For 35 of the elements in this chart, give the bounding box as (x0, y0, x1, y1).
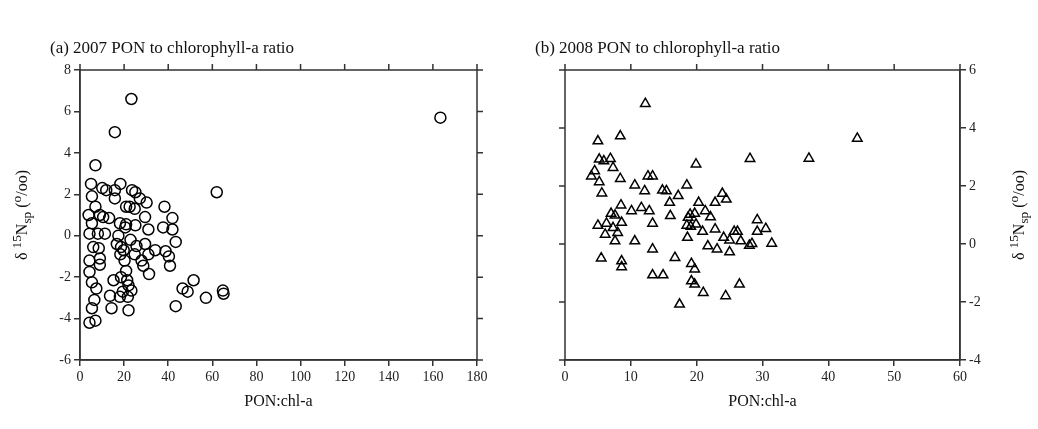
y-tick-label: -6 (59, 351, 71, 367)
x-axis-title: PON:chl-a (728, 392, 797, 410)
y-tick-label: 0 (969, 235, 976, 251)
x-axis-title: PON:chl-a (244, 392, 313, 410)
y-tick-label: 4 (64, 144, 71, 160)
y-tick-label: 8 (64, 61, 71, 77)
x-tick-label: 40 (161, 369, 176, 385)
x-tick-label: 40 (821, 369, 836, 385)
x-tick-label: 10 (623, 369, 638, 385)
y-tick-label: -2 (969, 293, 981, 309)
x-tick-label: 180 (466, 369, 488, 385)
x-tick-label: 100 (290, 369, 312, 385)
y-tick-label: 2 (64, 185, 71, 201)
y-tick-label: 6 (969, 61, 976, 77)
x-tick-label: 120 (334, 369, 356, 385)
y-tick-label: 6 (64, 103, 71, 119)
x-tick-label: 60 (205, 369, 220, 385)
x-tick-label: 50 (887, 369, 902, 385)
chart-title: (a) 2007 PON to chlorophyll-a ratio (50, 38, 295, 58)
x-tick-label: 20 (689, 369, 704, 385)
y-tick-label: -4 (59, 310, 71, 326)
x-tick-label: 20 (117, 369, 132, 385)
y-tick-label: 2 (969, 177, 976, 193)
y-tick-label: 4 (969, 119, 976, 135)
x-tick-label: 140 (378, 369, 400, 385)
x-tick-label: 80 (249, 369, 264, 385)
y-tick-label: -2 (59, 268, 71, 284)
x-tick-label: 0 (76, 369, 84, 385)
x-tick-label: 30 (755, 369, 770, 385)
y-tick-label: -4 (969, 351, 981, 367)
x-tick-label: 60 (953, 369, 967, 385)
x-tick-label: 0 (561, 369, 569, 385)
chart-title: (b) 2008 PON to chlorophyll-a ratio (535, 38, 781, 58)
y-tick-label: 0 (64, 227, 71, 243)
x-tick-label: 160 (422, 369, 444, 385)
